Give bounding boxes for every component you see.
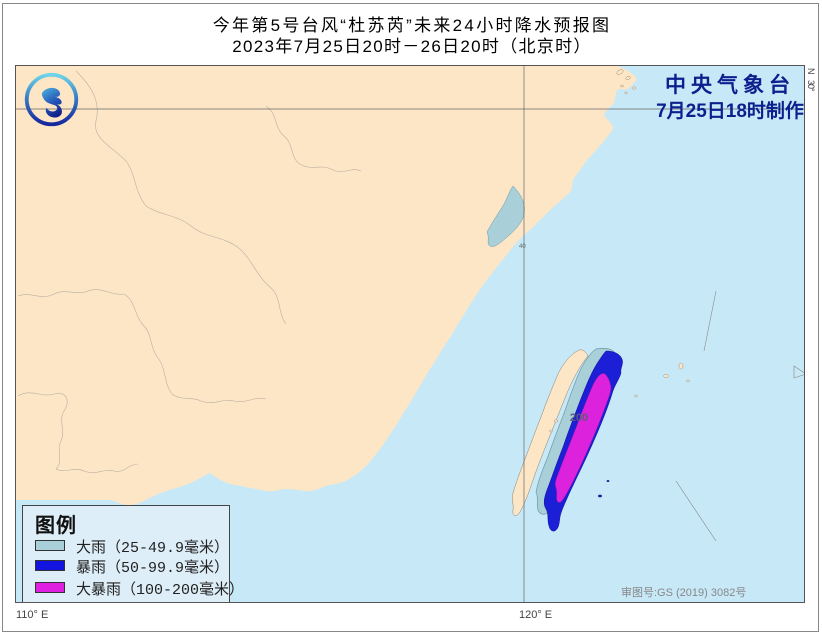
svg-text:40: 40 (519, 244, 526, 250)
svg-text:200: 200 (570, 412, 588, 424)
